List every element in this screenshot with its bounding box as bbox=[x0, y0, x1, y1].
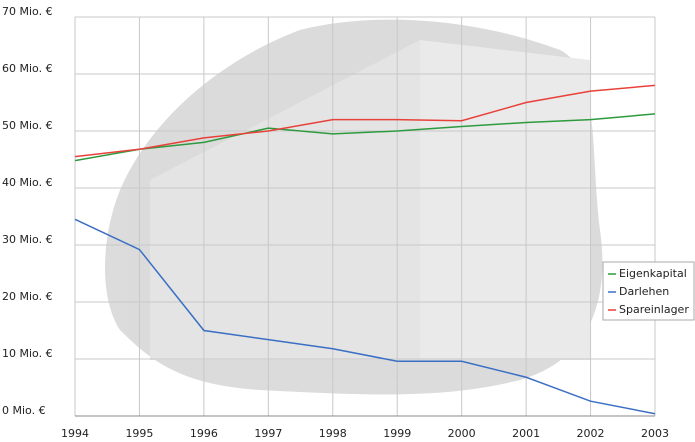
legend-label: Darlehen bbox=[619, 285, 669, 298]
y-tick-label: 40 Mio. € bbox=[2, 176, 53, 189]
y-tick-label: 70 Mio. € bbox=[2, 5, 53, 18]
y-tick-label: 30 Mio. € bbox=[2, 233, 53, 246]
x-tick-label: 1995 bbox=[125, 427, 153, 440]
x-tick-label: 2003 bbox=[641, 427, 669, 440]
x-tick-label: 1996 bbox=[190, 427, 218, 440]
x-tick-label: 1998 bbox=[319, 427, 347, 440]
x-tick-label: 2002 bbox=[577, 427, 605, 440]
y-tick-label: 20 Mio. € bbox=[2, 290, 53, 303]
chart: 0 Mio. € 10 Mio. € 20 Mio. € 30 Mio. € 40 Mi… bbox=[0, 0, 695, 442]
x-tick-label: 1994 bbox=[61, 427, 89, 440]
legend-label: Spareinlager bbox=[619, 303, 689, 316]
y-tick-label: 0 Mio. € bbox=[2, 404, 46, 417]
legend-label: Eigenkapital bbox=[619, 267, 687, 280]
x-tick-label: 2000 bbox=[448, 427, 476, 440]
x-tick-label: 1997 bbox=[254, 427, 282, 440]
background-photo bbox=[105, 20, 602, 395]
y-tick-label: 50 Mio. € bbox=[2, 119, 53, 132]
y-tick-label: 10 Mio. € bbox=[2, 347, 53, 360]
y-tick-label: 60 Mio. € bbox=[2, 62, 53, 75]
x-tick-label: 2001 bbox=[512, 427, 540, 440]
x-tick-label: 1999 bbox=[383, 427, 411, 440]
